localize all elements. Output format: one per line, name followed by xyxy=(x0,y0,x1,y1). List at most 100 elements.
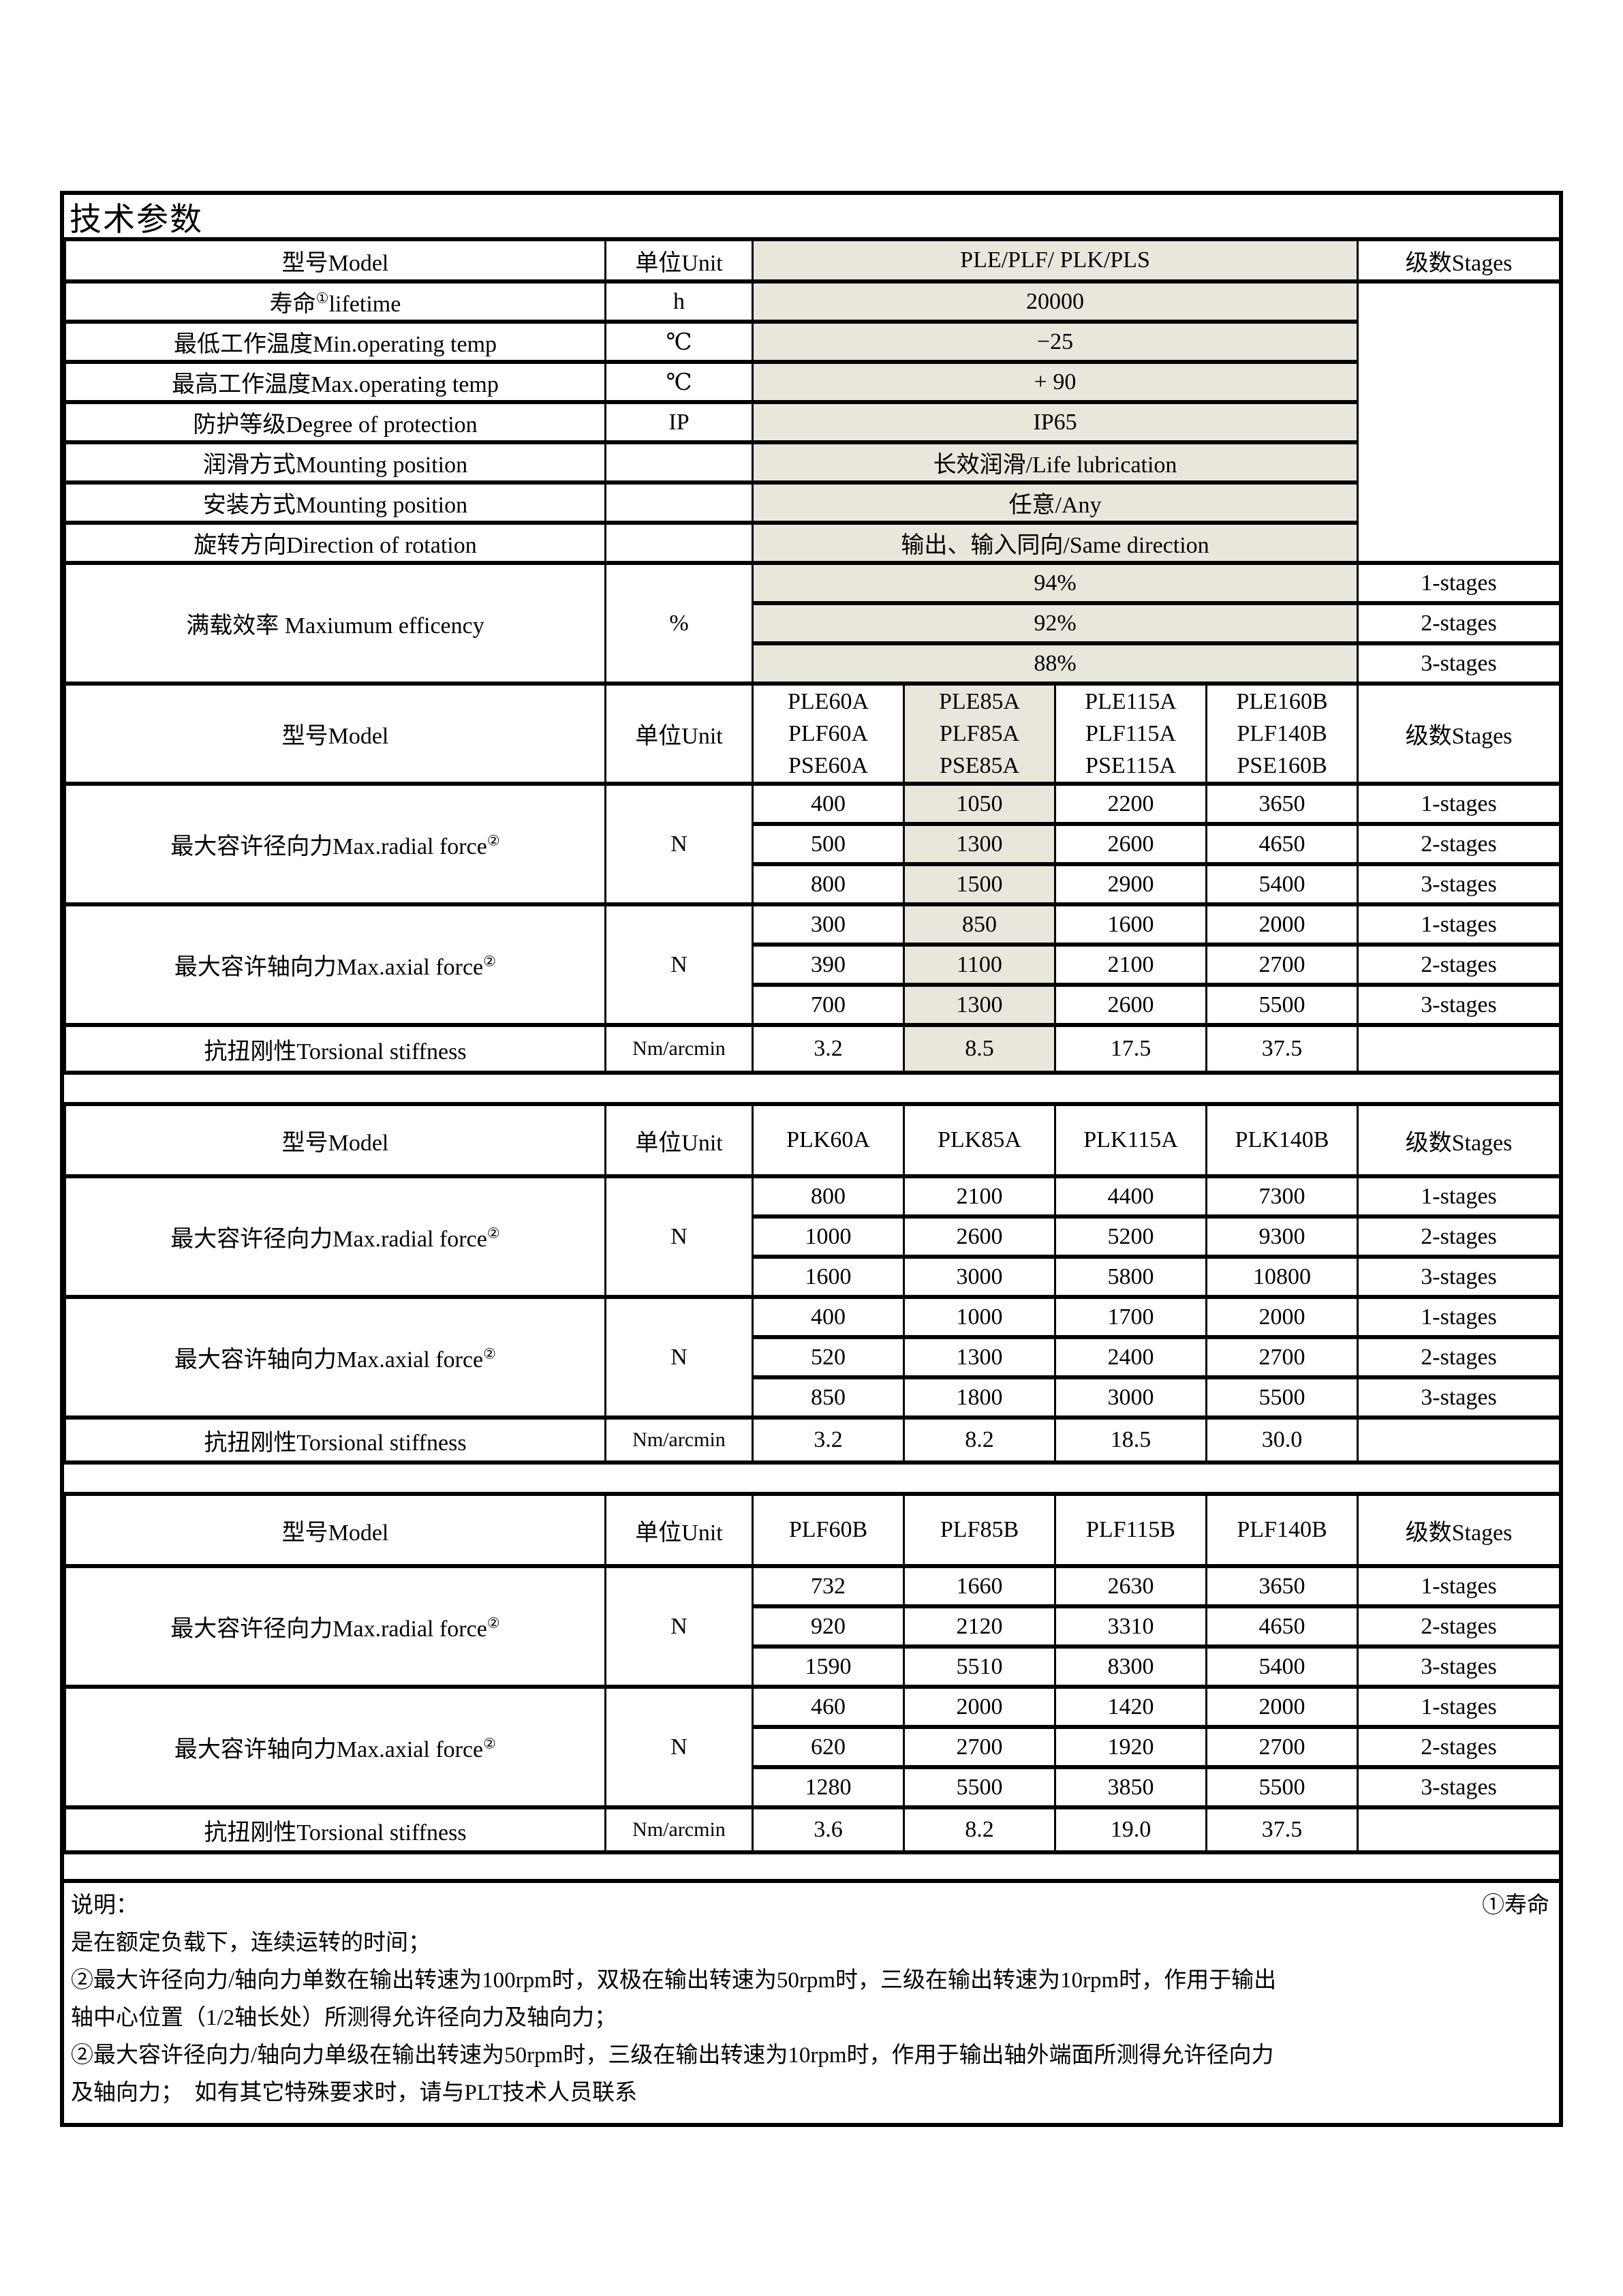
label-text: 寿命 xyxy=(269,292,316,317)
value-cell: 9300 xyxy=(1205,1214,1359,1259)
model-name: PSE60A xyxy=(788,753,869,778)
model-cell: PLF85B xyxy=(903,1492,1056,1568)
value-cell: 1590 xyxy=(752,1644,905,1689)
label-cell-radial-force: 最大容许径向力Max.radial force② xyxy=(64,1174,606,1299)
value-cell: IP65 xyxy=(751,400,1359,444)
unit-cell: N xyxy=(604,1295,754,1420)
label-text: 最大容许径向力Max.radial force xyxy=(170,1227,487,1252)
value-cell: 30.0 xyxy=(1205,1415,1359,1465)
value-cell: 4400 xyxy=(1054,1174,1207,1219)
stage-cell: 1-stages xyxy=(1357,1564,1561,1608)
value-cell: 1050 xyxy=(903,782,1056,826)
value-cell: 2000 xyxy=(1205,1685,1359,1729)
value-cell: 1100 xyxy=(903,943,1056,987)
col-header-model: 型号Model xyxy=(64,1102,606,1178)
table-separator xyxy=(64,1075,1559,1102)
table-separator xyxy=(64,1465,1559,1492)
unit-cell xyxy=(604,521,754,565)
value-cell: 2400 xyxy=(1054,1335,1207,1379)
value-cell: 19.0 xyxy=(1054,1805,1207,1854)
value-cell: 1300 xyxy=(903,822,1056,866)
model-cell: PLK60A xyxy=(752,1102,905,1178)
col-header-unit: 单位Unit xyxy=(604,682,754,786)
value-cell: 94% xyxy=(751,561,1359,605)
value-cell: 5400 xyxy=(1205,862,1359,906)
unit-cell: ℃ xyxy=(604,360,754,404)
value-cell: 8300 xyxy=(1054,1644,1207,1689)
label-text: 最大容许径向力Max.radial force xyxy=(170,834,487,859)
value-cell: 390 xyxy=(752,943,905,987)
model-cell: PLE160B PLF140B PSE160B xyxy=(1205,682,1359,786)
value-cell: 920 xyxy=(752,1604,905,1649)
stage-cell: 2-stages xyxy=(1357,1214,1561,1259)
label-cell-lubrication: 润滑方式Mounting position xyxy=(64,440,606,485)
model-name: PLE85A xyxy=(939,689,1020,714)
model-name: PLE115A xyxy=(1085,689,1177,714)
value-cell: 2700 xyxy=(1205,943,1359,987)
label-cell-axial-force: 最大容许轴向力Max.axial force② xyxy=(64,902,606,1027)
unit-cell: h xyxy=(604,279,754,324)
footnote-marker: ② xyxy=(486,832,500,849)
unit-cell xyxy=(604,440,754,485)
model-cell: PLK140B xyxy=(1205,1102,1359,1178)
value-cell: 18.5 xyxy=(1054,1415,1207,1465)
value-cell: 400 xyxy=(752,782,905,826)
unit-cell: % xyxy=(604,561,754,686)
stage-cell: 2-stages xyxy=(1357,1335,1561,1379)
value-cell: 1000 xyxy=(903,1295,1056,1339)
value-cell: 700 xyxy=(752,983,905,1027)
unit-cell: N xyxy=(604,1685,754,1809)
stage-cell: 2-stages xyxy=(1357,822,1562,866)
stage-cell: 3-stages xyxy=(1357,1765,1561,1809)
value-cell: 2100 xyxy=(903,1174,1056,1219)
stage-cell-empty xyxy=(1357,279,1562,565)
value-cell: 88% xyxy=(751,641,1359,686)
footnote-marker: ② xyxy=(483,953,497,970)
model-cell: PLE60A PLF60A PSE60A xyxy=(752,682,905,786)
footnote-marker: ② xyxy=(486,1614,500,1632)
value-cell: 5400 xyxy=(1205,1644,1359,1689)
value-cell: 3850 xyxy=(1054,1765,1207,1809)
value-cell: 8.2 xyxy=(903,1415,1056,1465)
stage-cell-empty xyxy=(1357,1023,1562,1075)
unit-cell xyxy=(604,480,754,525)
footnote-marker: ② xyxy=(483,1345,497,1362)
value-cell: 1420 xyxy=(1054,1685,1207,1729)
value-cell: 长效润滑/Life lubrication xyxy=(751,440,1359,485)
value-cell: 2630 xyxy=(1054,1564,1207,1608)
notes-heading: 说明： xyxy=(71,1893,138,1918)
value-cell: 37.5 xyxy=(1205,1805,1359,1854)
value-cell: 2000 xyxy=(1205,1295,1359,1339)
unit-cell: Nm/arcmin xyxy=(604,1023,754,1075)
value-cell: 2900 xyxy=(1054,862,1207,906)
table-ple-series: 型号Model 单位Unit PLE/PLF/ PLK/PLS 级数Stages… xyxy=(64,241,1562,1075)
value-cell: 4650 xyxy=(1205,822,1359,866)
value-cell: 10800 xyxy=(1205,1255,1359,1299)
value-cell: 5500 xyxy=(1205,1765,1359,1809)
note-line: ②最大许径向力/轴向力单数在输出转速为100rpm时，双极在输出转速为50rpm… xyxy=(71,1968,1277,1993)
value-cell: 20000 xyxy=(751,279,1359,324)
value-cell: 37.5 xyxy=(1205,1023,1359,1075)
table-separator xyxy=(64,1854,1559,1879)
model-name: PLF115A xyxy=(1085,721,1176,746)
footnote-marker: ② xyxy=(483,1735,497,1752)
label-cell-efficiency: 满载效率 Maxiumum efficency xyxy=(64,561,606,686)
value-cell: 1500 xyxy=(903,862,1056,906)
model-cell: PLK85A xyxy=(903,1102,1056,1178)
unit-cell: N xyxy=(604,902,754,1027)
value-cell: 2600 xyxy=(903,1214,1056,1259)
value-cell: 1700 xyxy=(1054,1295,1207,1339)
table-plf-b-series: 型号Model 单位Unit PLF60B PLF85B PLF115B PLF… xyxy=(64,1492,1561,1854)
unit-cell: IP xyxy=(604,400,754,444)
note-line: 及轴向力； 如有其它特殊要求时，请与PLT技术人员联系 xyxy=(71,2081,638,2105)
label-cell-torsional: 抗扭刚性Torsional stiffness xyxy=(64,1415,606,1465)
model-name: PLE160B xyxy=(1236,689,1328,714)
stage-cell-empty xyxy=(1357,1415,1561,1465)
label-cell-protection: 防护等级Degree of protection xyxy=(64,400,606,444)
page-title: 技术参数 xyxy=(64,195,1559,241)
value-cell: 2600 xyxy=(1054,822,1207,866)
notes-block: 说明： ①寿命 是在额定负载下，连续运转的时间； ②最大许径向力/轴向力单数在输… xyxy=(64,1879,1559,2123)
unit-cell: N xyxy=(604,1174,754,1299)
model-cell: PLE85A PLF85A PSE85A xyxy=(903,682,1056,786)
value-cell: 1300 xyxy=(903,983,1056,1027)
